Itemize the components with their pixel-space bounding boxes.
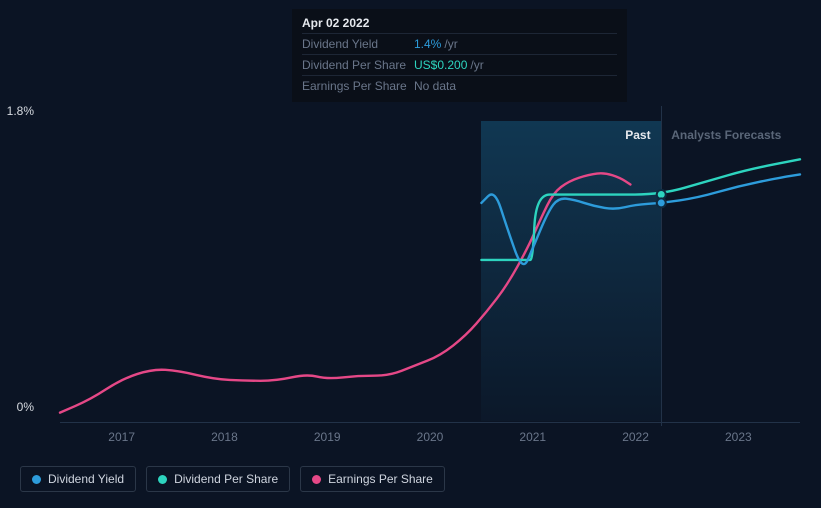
tooltip-value: US$0.200 [414, 58, 467, 72]
tooltip-unit: /yr [470, 58, 483, 72]
tooltip-unit: /yr [444, 37, 457, 51]
tooltip-value: 1.4% [414, 37, 441, 51]
x-axis-tick: 2017 [108, 430, 135, 444]
x-axis-tick: 2020 [417, 430, 444, 444]
legend-item-dividend-yield[interactable]: Dividend Yield [20, 466, 136, 492]
legend-swatch [312, 475, 321, 484]
legend-label: Earnings Per Share [328, 472, 433, 486]
legend-label: Dividend Per Share [174, 472, 278, 486]
tooltip-date: Apr 02 2022 [302, 16, 617, 30]
tooltip-label: Earnings Per Share [302, 79, 414, 93]
chart-area[interactable]: 1.8% 0% Past Analysts Forecasts 20172018… [20, 106, 800, 446]
tooltip-row: Dividend Yield 1.4% /yr [302, 33, 617, 54]
chart-tooltip: Apr 02 2022 Dividend Yield 1.4% /yr Divi… [292, 9, 627, 102]
legend-item-eps[interactable]: Earnings Per Share [300, 466, 445, 492]
legend-item-dividend-per-share[interactable]: Dividend Per Share [146, 466, 290, 492]
tooltip-row: Dividend Per Share US$0.200 /yr [302, 54, 617, 75]
x-axis-tick: 2019 [314, 430, 341, 444]
x-axis-tick: 2021 [519, 430, 546, 444]
legend-label: Dividend Yield [48, 472, 124, 486]
tooltip-value: No data [414, 79, 456, 93]
series-group [60, 159, 800, 412]
legend-swatch [158, 475, 167, 484]
line-eps [60, 173, 630, 412]
legend: Dividend Yield Dividend Per Share Earnin… [20, 466, 445, 492]
x-axis-tick: 2023 [725, 430, 752, 444]
dot-dividend-yield [657, 198, 666, 207]
line-dividend-yield [481, 174, 800, 264]
tooltip-label: Dividend Yield [302, 37, 414, 51]
x-axis-tick: 2018 [211, 430, 238, 444]
x-axis-tick: 2022 [622, 430, 649, 444]
tooltip-label: Dividend Per Share [302, 58, 414, 72]
plot-svg [20, 106, 800, 446]
tooltip-row: Earnings Per Share No data [302, 75, 617, 96]
legend-swatch [32, 475, 41, 484]
